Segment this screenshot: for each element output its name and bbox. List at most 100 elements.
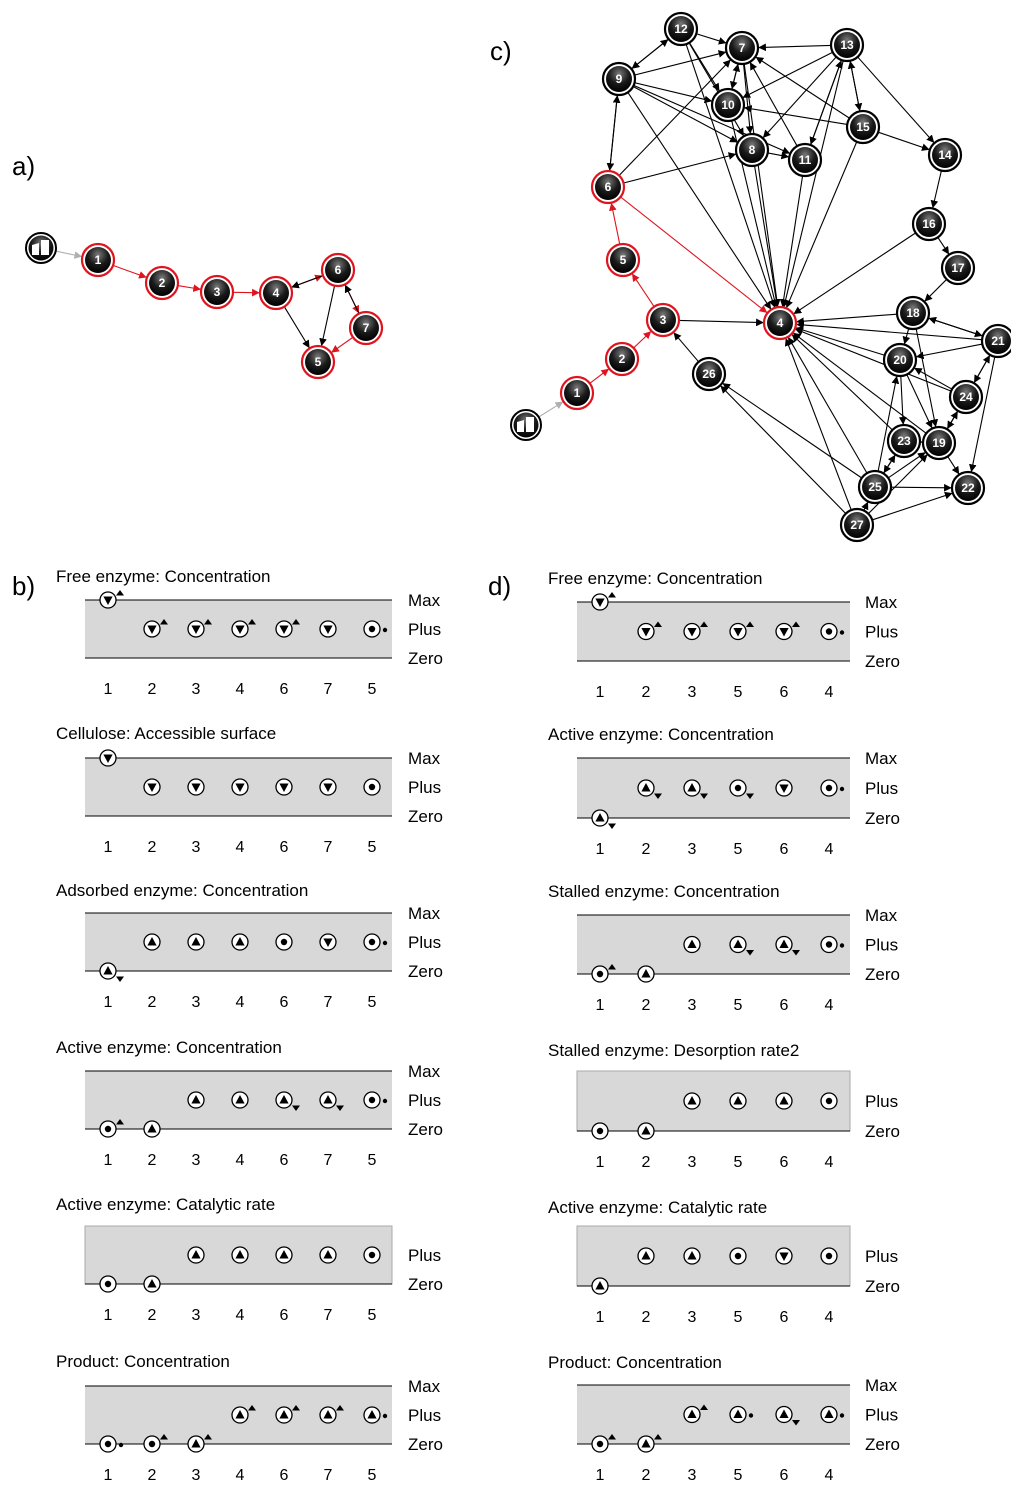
level-label-plus: Plus xyxy=(408,1091,441,1110)
increasing-triangle-icon xyxy=(323,1250,333,1259)
value-marker xyxy=(143,1434,168,1453)
state-tick-label: 5 xyxy=(368,1467,377,1484)
state-node-6: 6 xyxy=(590,169,626,205)
value-marker xyxy=(99,1275,117,1293)
state-tick-label: 3 xyxy=(688,1309,697,1326)
edge-21-22 xyxy=(969,356,996,473)
edge-18-19 xyxy=(915,328,939,428)
behaviour-graph-title: Active enzyme: Catalytic rate xyxy=(56,1195,275,1214)
decreasing-triangle-icon xyxy=(235,625,245,634)
state-node-2: 2 xyxy=(604,341,640,377)
edge-7-8 xyxy=(743,63,754,134)
second-derivative-down-icon xyxy=(746,793,754,799)
level-label-plus: Plus xyxy=(408,620,441,639)
value-marker xyxy=(363,1246,381,1264)
increasing-triangle-icon xyxy=(641,969,651,978)
state-tick-label: 4 xyxy=(825,1467,834,1484)
edge-15-4 xyxy=(785,141,858,309)
state-tick-label: 4 xyxy=(236,1152,245,1169)
state-tick-label: 4 xyxy=(236,839,245,856)
state-node-label: 18 xyxy=(906,306,920,320)
steady-dot-icon xyxy=(825,628,833,635)
increasing-triangle-icon xyxy=(687,1251,697,1260)
edge-7-6 xyxy=(344,284,360,314)
second-derivative-up-icon xyxy=(654,621,662,627)
increasing-triangle-icon xyxy=(641,1251,651,1260)
panel-label-d: d) xyxy=(488,571,511,601)
value-marker xyxy=(775,1092,793,1110)
edge-start-1 xyxy=(538,401,564,418)
increasing-triangle-icon xyxy=(147,937,157,946)
edge-19-4 xyxy=(792,332,927,434)
second-derivative-steady-icon xyxy=(839,786,845,792)
state-node-label: 26 xyxy=(702,367,716,381)
edge-7-4 xyxy=(743,63,781,307)
second-derivative-steady-icon xyxy=(382,1098,388,1104)
steady-dot-icon xyxy=(368,783,376,791)
second-derivative-up-icon xyxy=(248,1405,256,1411)
edge-7-5 xyxy=(331,336,354,353)
state-node-label: 12 xyxy=(674,22,688,36)
state-node-25: 25 xyxy=(857,469,893,505)
state-tick-label: 2 xyxy=(642,1154,651,1171)
steady-dot-icon xyxy=(596,1440,604,1448)
level-label-plus: Plus xyxy=(865,936,898,955)
value-marker xyxy=(99,590,124,609)
state-node-1: 1 xyxy=(559,375,595,411)
edge-25-20 xyxy=(877,375,900,472)
behaviour-graph-title: Stalled enzyme: Desorption rate2 xyxy=(548,1041,799,1060)
value-marker xyxy=(187,1246,205,1264)
increasing-triangle-icon xyxy=(367,1410,377,1419)
state-node-27: 27 xyxy=(839,507,875,543)
value-marker xyxy=(729,1247,747,1265)
edge-4-5 xyxy=(283,306,310,349)
value-marker xyxy=(820,1092,838,1110)
value-marker xyxy=(775,1405,800,1426)
decreasing-triangle-icon xyxy=(279,783,289,792)
state-node-label: 11 xyxy=(799,153,812,167)
state-tick-label: 2 xyxy=(642,1467,651,1484)
value-marker xyxy=(729,1092,747,1110)
state-tick-label: 6 xyxy=(280,681,289,698)
decreasing-triangle-icon xyxy=(323,938,333,947)
increasing-triangle-icon xyxy=(191,937,201,946)
state-tick-label: 3 xyxy=(688,1154,697,1171)
edge-23-25 xyxy=(883,454,896,474)
steady-dot-icon xyxy=(368,938,376,946)
edge-9-6 xyxy=(606,94,618,171)
state-tick-label: 4 xyxy=(825,1309,834,1326)
value-marker xyxy=(319,620,337,638)
value-marker xyxy=(683,935,701,954)
value-marker xyxy=(637,621,662,641)
second-derivative-up-icon xyxy=(248,619,256,625)
steady-dot-icon xyxy=(104,1125,112,1133)
state-tick-label: 7 xyxy=(324,1307,333,1324)
state-tick-label: 6 xyxy=(780,1309,789,1326)
state-tick-label: 6 xyxy=(780,1154,789,1171)
value-marker xyxy=(319,1405,344,1424)
value-marker xyxy=(591,1277,609,1295)
panel-label-a: a) xyxy=(12,151,35,181)
increasing-triangle-icon xyxy=(733,1409,743,1418)
edges xyxy=(55,250,360,353)
value-marker xyxy=(363,933,388,951)
state-tick-label: 3 xyxy=(192,994,201,1011)
edge-3-4 xyxy=(678,318,764,327)
state-tick-label: 3 xyxy=(192,839,201,856)
level-label-plus: Plus xyxy=(408,933,441,952)
decreasing-triangle-icon xyxy=(323,783,333,792)
level-label-plus: Plus xyxy=(408,778,441,797)
level-label-max: Max xyxy=(865,749,898,768)
increasing-triangle-icon xyxy=(779,939,789,948)
state-node-17: 17 xyxy=(940,250,976,286)
edge-11-13 xyxy=(809,60,843,146)
steady-dot-icon xyxy=(368,1096,376,1104)
value-marker xyxy=(729,1405,754,1424)
state-node-label: 19 xyxy=(932,436,946,450)
value-marker xyxy=(363,1091,388,1109)
increasing-triangle-icon xyxy=(191,1439,201,1448)
state-node-label: 17 xyxy=(951,261,965,275)
value-marker xyxy=(363,778,381,796)
edge-15-10 xyxy=(744,105,848,125)
